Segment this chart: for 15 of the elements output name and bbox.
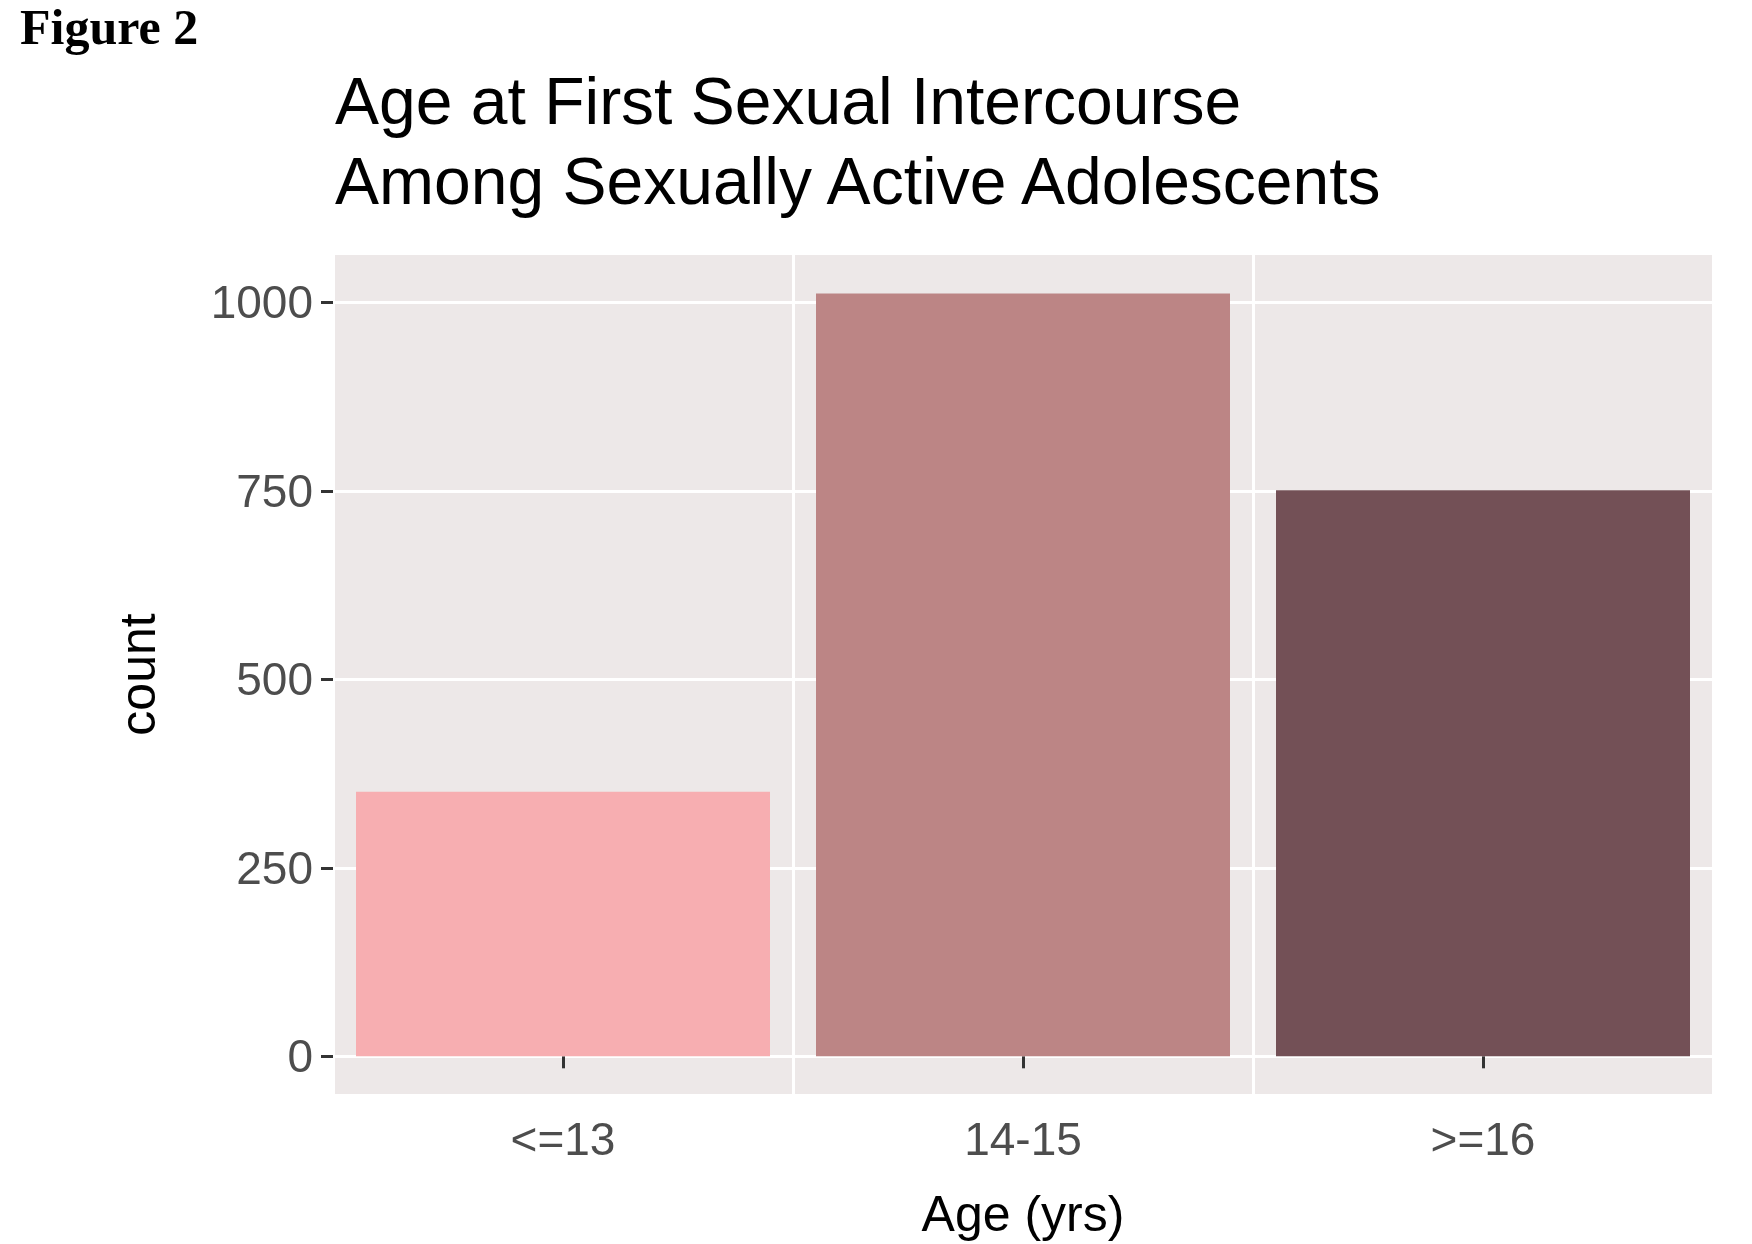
- bar: [816, 293, 1230, 1057]
- x-axis-title: Age (yrs): [921, 1186, 1125, 1242]
- y-tick-label: 750: [236, 464, 313, 517]
- y-tick-label: 250: [236, 841, 313, 894]
- chart-title: Age at First Sexual Intercourse Among Sexually Active Adolescents: [335, 64, 1381, 218]
- y-tick-label: 0: [287, 1030, 313, 1083]
- bar: [1276, 490, 1690, 1057]
- y-tick-label: 500: [236, 653, 313, 706]
- x-tick-label: 14-15: [964, 1113, 1082, 1165]
- caption: Figure 2: [20, 0, 199, 55]
- y-axis-title: count: [110, 613, 166, 736]
- y-tick-label: 1000: [210, 276, 313, 329]
- bar: [356, 791, 770, 1057]
- x-tick-label: >=16: [1430, 1113, 1536, 1165]
- x-tick-label: <=13: [510, 1113, 616, 1165]
